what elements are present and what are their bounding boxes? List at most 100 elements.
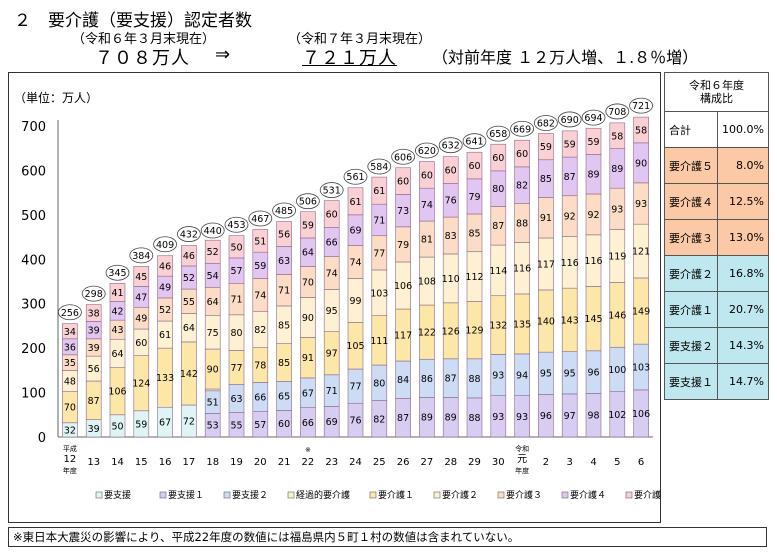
data-label: 34 <box>64 327 76 338</box>
data-label: 56 <box>88 364 100 375</box>
data-label: 71 <box>326 386 338 397</box>
composition-percent: 12.5% <box>717 183 769 220</box>
data-label: 93 <box>492 412 504 423</box>
data-label: 116 <box>513 264 531 275</box>
current-period-label: （令和７年３月末現在） <box>288 32 432 47</box>
total-label: 467 <box>251 214 269 225</box>
data-label: 59 <box>302 220 314 231</box>
x-tick-label: 24 <box>349 457 362 468</box>
data-label: 93 <box>516 412 528 423</box>
composition-table-header: 令和６年度 構成比 <box>664 72 769 112</box>
data-label: 51 <box>254 236 266 247</box>
data-label: 60 <box>445 165 457 176</box>
x-tick-label: 18 <box>206 457 219 468</box>
data-label: 84 <box>397 375 409 386</box>
composition-row: 要支援１ 14.7% <box>663 363 769 400</box>
bar-segment <box>252 229 269 253</box>
bar-segment <box>228 235 245 259</box>
data-label: 47 <box>135 292 147 303</box>
bar-segment <box>490 143 507 172</box>
data-label: 78 <box>254 361 266 372</box>
data-label: 85 <box>540 174 552 185</box>
data-label: 32 <box>64 425 76 436</box>
composition-category: 要介護２ <box>663 255 719 292</box>
bar-segment <box>181 245 197 267</box>
data-label: 92 <box>587 210 599 221</box>
legend-swatch <box>287 491 295 499</box>
data-label: 56 <box>278 229 290 240</box>
legend-label: 要介護４ <box>570 489 606 501</box>
data-label: 88 <box>516 218 528 229</box>
bar-segment <box>442 156 459 184</box>
total-bubble <box>105 264 130 281</box>
data-label: 87 <box>445 374 457 385</box>
total-label: 620 <box>418 146 436 157</box>
prev-total-value: ７０８万人 <box>95 48 190 69</box>
data-label: 87 <box>564 172 576 183</box>
bar-segment <box>276 221 292 247</box>
data-label: 61 <box>349 197 361 208</box>
footnote: ※東日本大震災の影響により、平成22年度の数値には福島県内５町１村の数値は含まれ… <box>8 527 767 547</box>
data-label: 60 <box>516 149 528 160</box>
data-label: 53 <box>207 421 219 432</box>
unit-label: （単位：万人） <box>14 90 98 105</box>
data-label: 98 <box>587 411 599 422</box>
bar-segment <box>133 266 150 287</box>
data-label: 45 <box>135 272 147 283</box>
data-label: 72 <box>183 417 195 428</box>
data-label: 46 <box>183 251 195 262</box>
data-label: 77 <box>230 363 242 374</box>
legend-label: 要介護３ <box>506 489 542 501</box>
composition-table: 令和６年度 構成比 合計 100.0% 要介護５ 8.0% 要介護４ 12.5% 要介護３ 1… <box>663 72 769 400</box>
bar-segment <box>204 239 221 264</box>
x-tick-label: 17 <box>183 457 196 468</box>
total-label: 690 <box>561 115 579 126</box>
data-label: 79 <box>397 240 409 251</box>
data-label: 35 <box>64 358 76 369</box>
data-label: 97 <box>326 349 338 360</box>
y-tick-label: 400 <box>21 253 46 268</box>
total-label: 721 <box>632 101 650 112</box>
legend-swatch <box>159 491 167 499</box>
data-label: 42 <box>111 306 123 317</box>
bar-chart: （単位：万人）010020030040050060070032704835363… <box>14 90 661 501</box>
x-tick-label: 4 <box>590 457 596 468</box>
data-label: 52 <box>207 247 219 258</box>
composition-percent: 13.0% <box>717 219 769 256</box>
total-bubble <box>391 148 416 165</box>
data-label: 89 <box>421 413 433 424</box>
data-label: 67 <box>302 388 314 399</box>
data-label: 129 <box>465 326 483 337</box>
data-label: 81 <box>421 235 433 246</box>
data-label: 69 <box>326 417 338 428</box>
change-note: （対前年度 １２万人増、１.８％増） <box>432 48 699 67</box>
x-tick-label: 19 <box>230 457 243 468</box>
chart-frame <box>8 72 661 523</box>
data-label: 89 <box>611 164 623 175</box>
data-label: 60 <box>421 170 433 181</box>
x-tick-label: 令和 <box>515 444 529 453</box>
total-label: 384 <box>132 251 150 262</box>
total-bubble <box>319 182 344 198</box>
composition-header-year: 令和６年度 <box>689 79 744 92</box>
data-label: 142 <box>180 369 198 380</box>
legend-label: 要支援２ <box>232 489 268 501</box>
data-label: 93 <box>611 204 623 215</box>
data-label: 94 <box>516 370 528 381</box>
bar-segment <box>561 130 578 158</box>
data-label: 110 <box>442 274 460 285</box>
composition-category: 要支援１ <box>663 363 719 400</box>
x-tick-label: 30 <box>492 457 505 468</box>
data-label: 124 <box>132 379 150 390</box>
legend-swatch <box>625 491 633 499</box>
bar-segment <box>300 211 316 239</box>
total-label: 485 <box>275 206 293 217</box>
data-label: 96 <box>587 368 599 379</box>
prev-period-label: （令和６年３月末現在） <box>72 32 216 47</box>
data-label: 73 <box>397 206 409 217</box>
total-label: 584 <box>370 162 388 173</box>
data-label: 87 <box>397 413 409 424</box>
total-label: 708 <box>608 107 626 118</box>
data-label: 76 <box>349 416 361 427</box>
total-bubble <box>557 111 582 128</box>
